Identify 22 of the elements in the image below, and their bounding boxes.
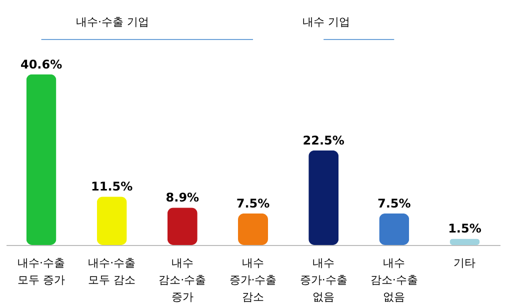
data-label: 1.5% [448, 222, 482, 236]
x-tick-label: 내수 증가·수출 감소 [229, 256, 277, 304]
bar [167, 208, 198, 245]
bar [26, 74, 56, 245]
data-label: 11.5% [91, 180, 133, 194]
text: 내수 기업 [302, 16, 350, 29]
text: 내수·수출 기업 [76, 16, 150, 29]
data-label: 7.5% [378, 196, 411, 210]
bar [379, 213, 410, 245]
x-tick-label: 내수 증가·수출 없음 [300, 256, 348, 304]
x-tick-label: 내수 감소·수출 없음 [370, 256, 418, 304]
x-tick-label: 기타 [454, 256, 476, 270]
bar [308, 150, 339, 245]
data-label: 7.5% [236, 196, 270, 210]
bar [96, 196, 127, 245]
data-label: 40.6% [20, 57, 62, 72]
data-label: 22.5% [302, 133, 344, 148]
data-label: 8.9% [166, 190, 200, 205]
x-tick-label: 내수·수출 모두 감소 [88, 256, 136, 286]
bar [238, 213, 268, 245]
x-tick-label: 내수·수출 모두 증가 [18, 256, 66, 286]
x-tick-label: 내수 감소·수출 증가 [158, 256, 206, 304]
